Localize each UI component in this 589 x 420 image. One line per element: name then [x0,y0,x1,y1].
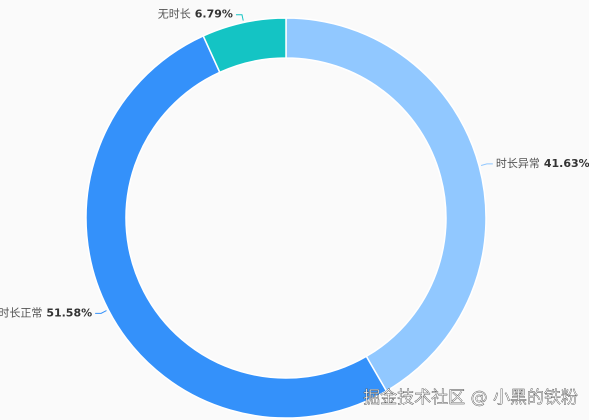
slice-value: 6.79% [195,8,233,21]
slice-value: 51.58% [46,306,92,319]
leader-line [95,310,107,314]
donut-slice [202,17,287,74]
donut-slice [85,34,388,419]
watermark: 掘金技术社区 @ 小黑的铁粉 [363,388,578,408]
leader-line [235,14,244,21]
slice-value: 41.63% [544,157,589,170]
slice-label: 时长异常 [496,157,540,170]
donut-slice [285,17,487,392]
slice-label: 无时长 [158,8,191,21]
leader-line [480,163,493,166]
slice-label: 时长正常 [0,306,42,319]
